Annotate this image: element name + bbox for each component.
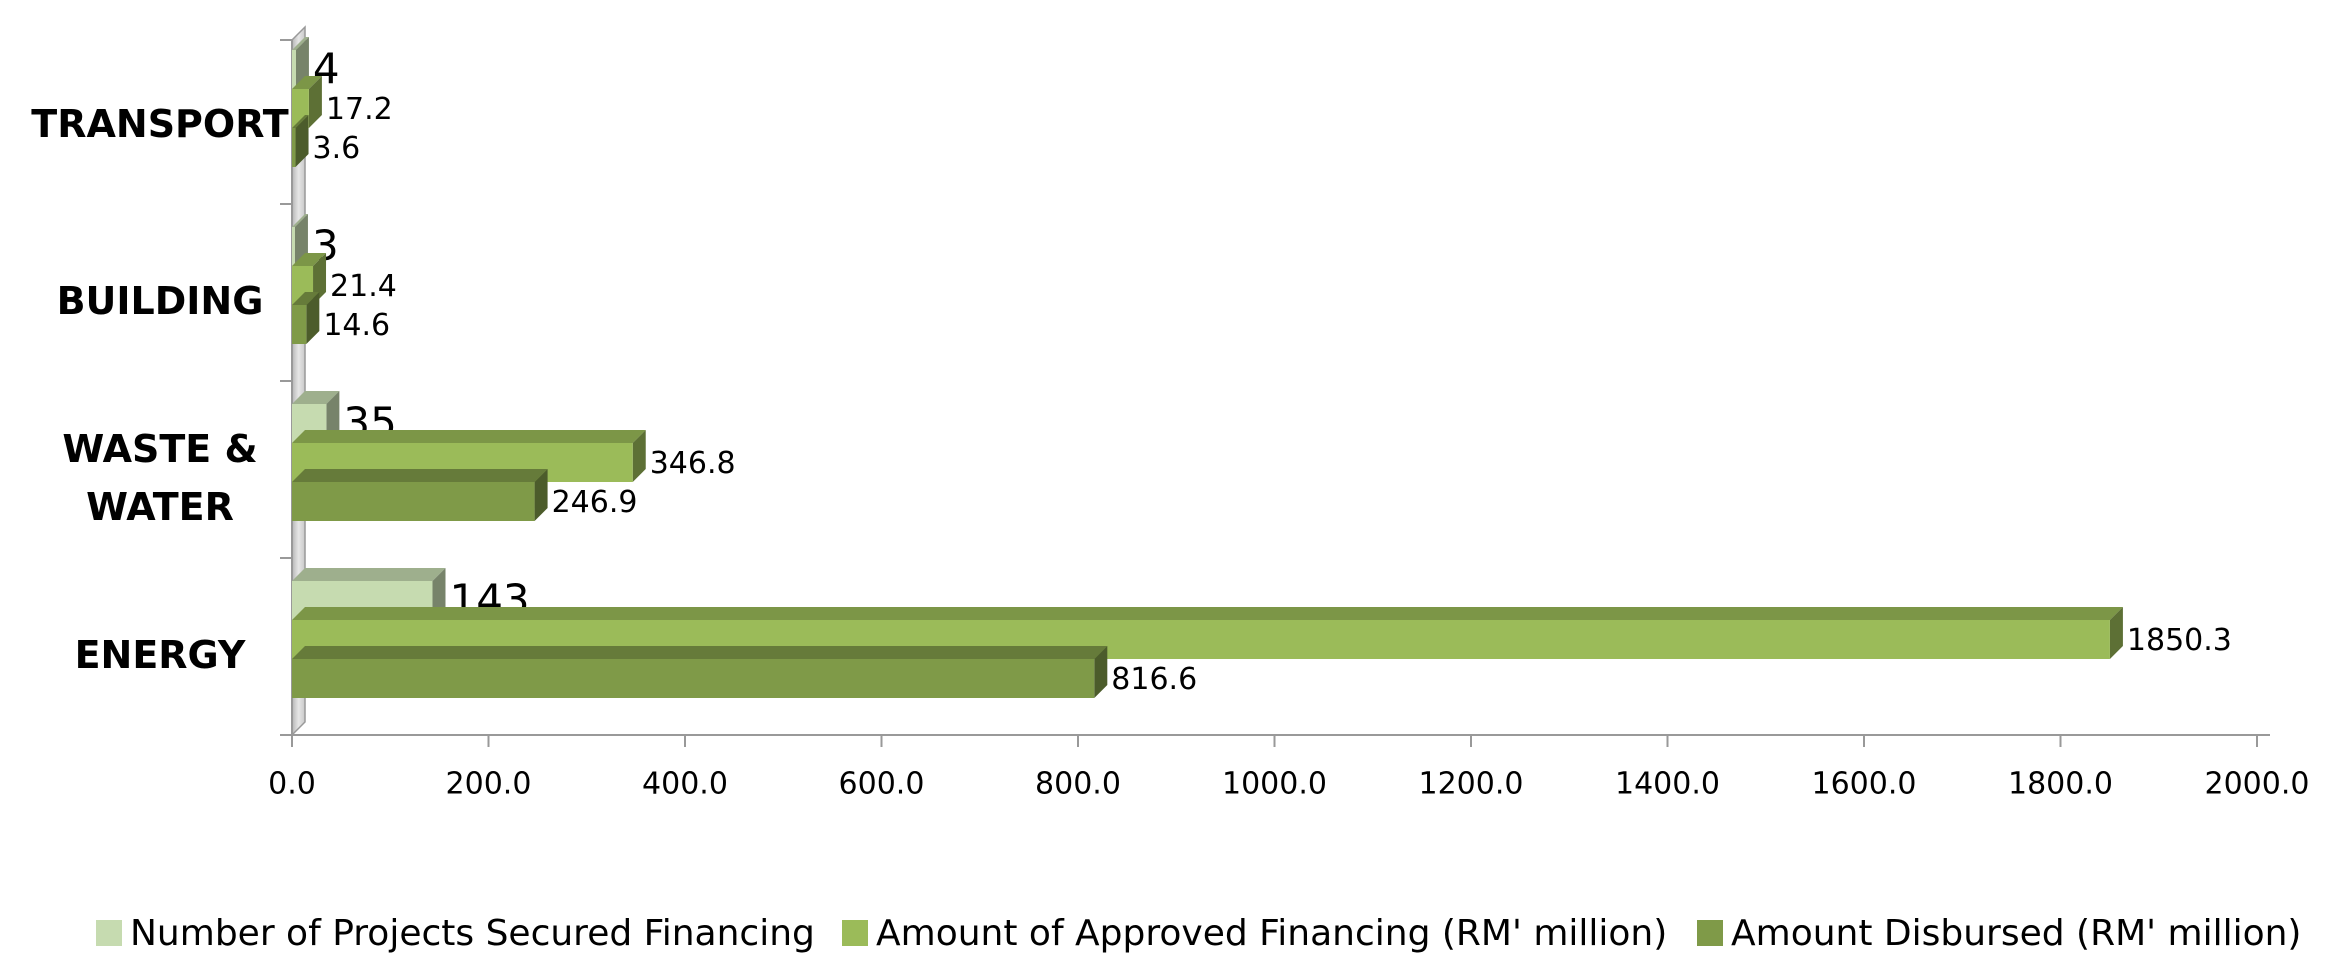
bar — [292, 305, 307, 344]
bar-top — [292, 391, 340, 404]
bar-top — [292, 253, 327, 266]
category-label: WASTE & WATER — [62, 427, 258, 530]
category-label: TRANSPORT — [31, 102, 289, 147]
bar-top — [292, 214, 308, 227]
category-label: BUILDING — [56, 279, 264, 324]
x-tick-label: 1600.0 — [1812, 767, 1917, 802]
legend-swatch — [842, 920, 868, 946]
legend-label: Amount of Approved Financing (RM' millio… — [876, 913, 1667, 954]
bar-top — [292, 607, 2123, 620]
x-tick-label: 1400.0 — [1615, 767, 1720, 802]
x-tick-label: 200.0 — [446, 767, 532, 802]
bar-group — [292, 292, 320, 344]
bar — [292, 482, 535, 521]
bar-top — [292, 646, 1108, 659]
bar-group — [292, 76, 322, 128]
bar — [292, 659, 1095, 698]
data-label: 816.6 — [1111, 662, 1197, 697]
bar-side — [306, 292, 320, 344]
bar-group — [292, 607, 2123, 659]
data-label: 1850.3 — [2127, 623, 2232, 658]
data-label: 14.6 — [323, 308, 390, 343]
bar-top — [292, 292, 320, 305]
bar-top — [292, 76, 322, 89]
bar-side — [294, 214, 308, 266]
bar-side — [1094, 646, 1108, 698]
x-tick-label: 2000.0 — [2205, 767, 2310, 802]
bar-top — [292, 37, 309, 50]
data-label: 346.8 — [650, 446, 736, 481]
bar-top — [292, 469, 548, 482]
data-label: 21.4 — [330, 269, 397, 304]
legend-swatch — [96, 920, 122, 946]
bar-group — [292, 469, 548, 521]
x-tick-label: 1000.0 — [1222, 767, 1327, 802]
x-tick-label: 1800.0 — [2008, 767, 2113, 802]
bar-side — [534, 469, 548, 521]
x-tick-label: 1200.0 — [1419, 767, 1524, 802]
x-tick-label: 800.0 — [1035, 767, 1121, 802]
bar-side — [632, 430, 646, 482]
bar — [292, 128, 296, 167]
bar-group — [292, 115, 309, 167]
category-label: ENERGY — [74, 633, 246, 678]
x-tick-label: 600.0 — [839, 767, 925, 802]
legend-swatch — [1697, 920, 1723, 946]
bar — [292, 50, 296, 89]
bar-group — [292, 214, 308, 266]
data-label: 3.6 — [313, 131, 361, 166]
legend-label: Number of Projects Secured Financing — [130, 913, 815, 954]
bar-top — [292, 568, 446, 581]
bar — [292, 227, 295, 266]
bar-side — [2109, 607, 2123, 659]
data-label: 246.9 — [552, 485, 638, 520]
bar-side — [308, 76, 322, 128]
bar-top — [292, 115, 309, 128]
legend-label: Amount Disbursed (RM' million) — [1731, 913, 2301, 954]
bar-top — [292, 430, 646, 443]
data-label: 17.2 — [326, 92, 393, 127]
x-tick-label: 400.0 — [642, 767, 728, 802]
x-tick-label: 0.0 — [268, 767, 316, 802]
bar-side — [295, 115, 309, 167]
bar-group — [292, 646, 1108, 698]
